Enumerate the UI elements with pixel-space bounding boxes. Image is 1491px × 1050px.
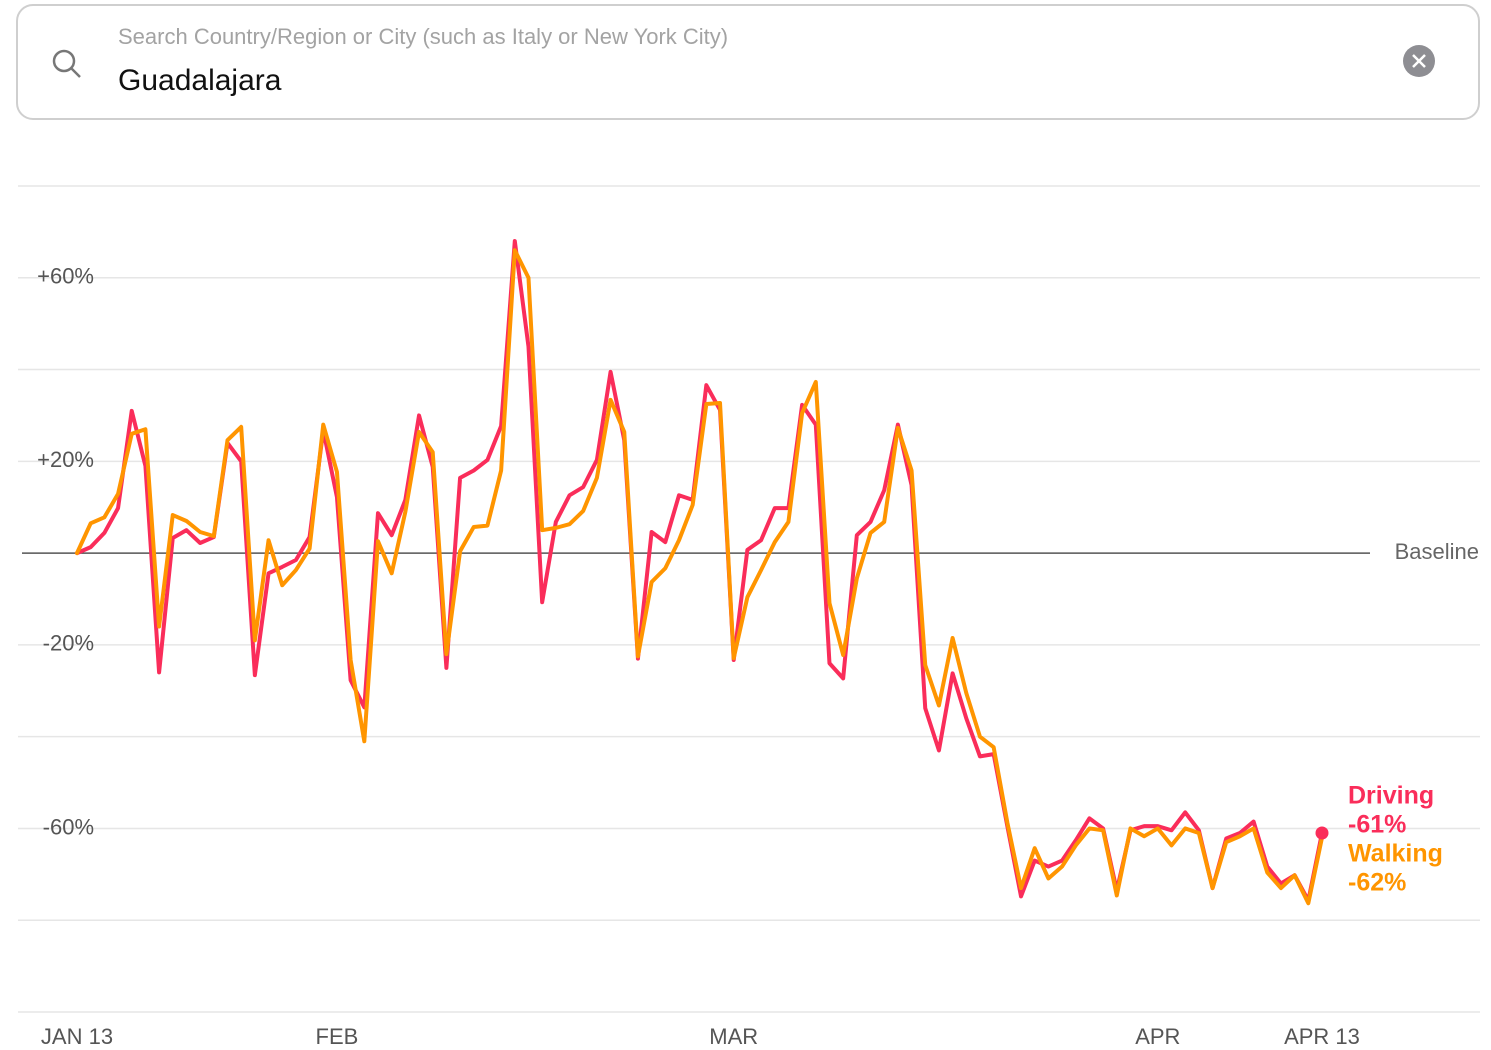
- end-value-label: -61%: [1348, 811, 1406, 839]
- legend-label: Walking: [1348, 840, 1443, 868]
- y-tick-label: +60%: [37, 264, 94, 289]
- search-value[interactable]: Guadalajara: [118, 64, 282, 97]
- y-tick-label: -20%: [43, 631, 94, 656]
- end-value-label: -62%: [1348, 869, 1406, 897]
- chart: +60% +20% -20% -60% Baseline JAN 13 FEB MAR APR A…: [18, 185, 1480, 1049]
- x-tick-label: APR: [1135, 1024, 1180, 1049]
- x-tick-label: JAN 13: [41, 1024, 113, 1049]
- series-line: [75, 248, 1324, 906]
- search-box[interactable]: [16, 4, 1480, 120]
- x-tick-label: MAR: [709, 1024, 758, 1049]
- y-tick-label: -60%: [43, 814, 94, 839]
- y-tick-label: +20%: [37, 447, 94, 472]
- x-tick-label: FEB: [316, 1024, 359, 1049]
- search-placeholder: Search Country/Region or City (such as I…: [118, 24, 728, 49]
- end-dot: [1315, 826, 1329, 840]
- baseline-label: Baseline: [1395, 539, 1479, 564]
- search-icon: [52, 49, 81, 78]
- x-tick-label: APR 13: [1284, 1024, 1360, 1049]
- legend-label: Driving: [1348, 782, 1434, 810]
- clear-button[interactable]: [1403, 45, 1435, 77]
